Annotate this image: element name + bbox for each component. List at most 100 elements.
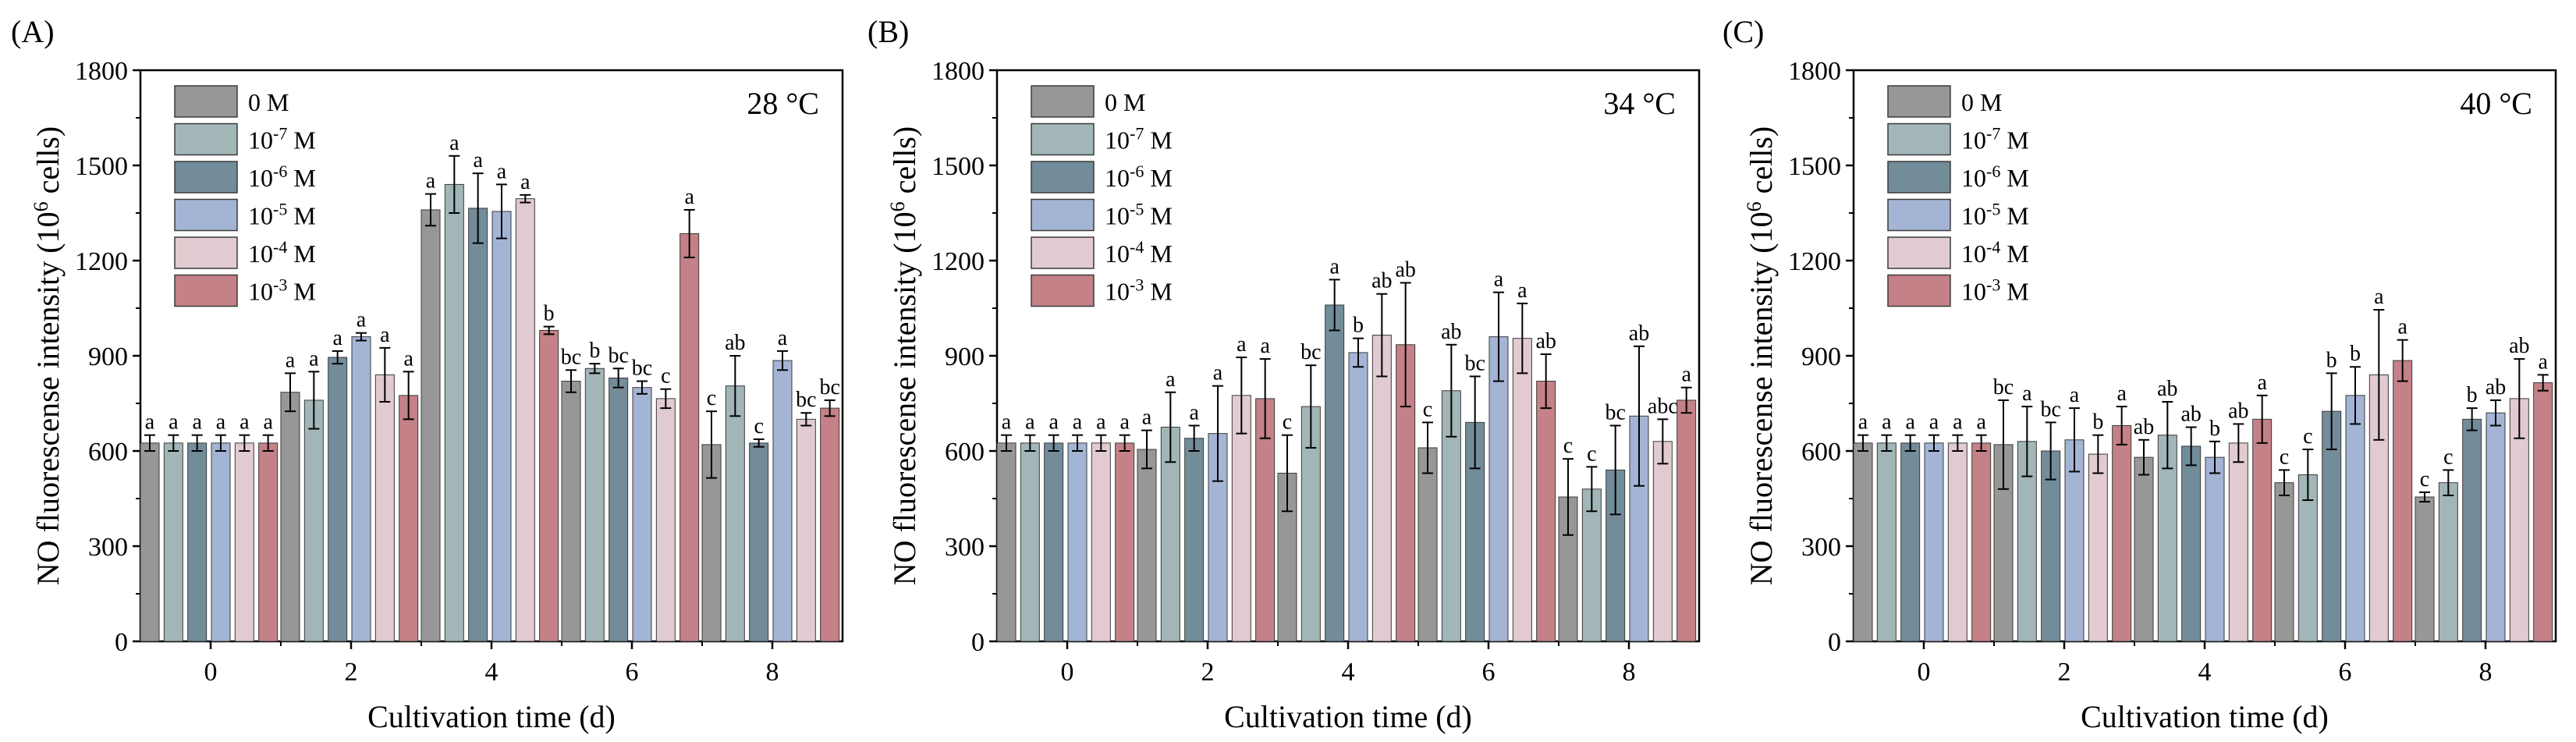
significance-letter: a xyxy=(2257,371,2267,395)
legend-label: 10-6 M xyxy=(1105,162,1173,192)
bar xyxy=(211,442,231,642)
bar xyxy=(1924,442,1944,642)
significance-letter: c xyxy=(1283,410,1292,435)
bar xyxy=(1255,398,1276,642)
bar xyxy=(561,381,581,642)
significance-letter: a xyxy=(403,346,413,371)
significance-letter: a xyxy=(449,131,459,155)
significance-letter: ab xyxy=(1629,321,1649,346)
bar xyxy=(2157,435,2177,642)
temperature-annotation: 40 °C xyxy=(2460,86,2532,121)
significance-letter: bc xyxy=(1605,400,1625,424)
significance-letter: a xyxy=(1142,406,1152,430)
y-tick-label: 0 xyxy=(971,628,985,657)
legend-swatch xyxy=(174,198,238,232)
bar xyxy=(399,395,419,642)
x-axis-label: Cultivation time (d) xyxy=(1224,699,1472,734)
legend-swatch xyxy=(1887,161,1951,193)
significance-letter: a xyxy=(1329,254,1339,279)
panel-label: (B) xyxy=(868,14,909,49)
significance-letter: a xyxy=(286,348,296,372)
x-tick-label: 0 xyxy=(1061,658,1074,687)
x-tick-label: 2 xyxy=(345,658,358,687)
significance-letter: bc xyxy=(2040,397,2060,421)
y-tick-label: 1800 xyxy=(931,57,985,86)
significance-letter: a xyxy=(1189,400,1199,424)
bar xyxy=(2297,474,2318,642)
x-tick-label: 0 xyxy=(1918,658,1931,687)
legend-label: 10-5 M xyxy=(1105,200,1173,230)
bar xyxy=(772,360,793,642)
y-tick-label: 1200 xyxy=(1788,247,1841,276)
bar xyxy=(1581,488,1602,642)
significance-letter: b xyxy=(1353,314,1364,338)
bar xyxy=(1947,442,1967,642)
significance-letter: b xyxy=(2209,417,2220,441)
temperature-annotation: 28 °C xyxy=(747,86,819,121)
bar xyxy=(1137,449,1157,642)
bar xyxy=(749,442,769,642)
legend-swatch xyxy=(1887,122,1951,156)
bar xyxy=(2228,442,2248,642)
significance-letter: a xyxy=(263,410,273,435)
significance-letter: ab xyxy=(1535,329,1556,353)
y-tick-label: 1200 xyxy=(75,247,128,276)
significance-letter: a xyxy=(1119,410,1130,435)
legend-swatch xyxy=(1031,122,1095,156)
x-tick-label: 6 xyxy=(1482,658,1496,687)
significance-letter: c xyxy=(707,386,716,410)
significance-letter: b xyxy=(2350,342,2361,366)
bar xyxy=(258,442,279,642)
significance-letter: b xyxy=(2326,348,2337,372)
y-tick-label: 300 xyxy=(945,533,985,562)
significance-letter: a xyxy=(1048,410,1059,435)
significance-letter: bc xyxy=(796,388,816,412)
chart-panel-b: (B) 0 300 600 900 1200 1500 1800 0 2 4 6 8 Cultivatio… xyxy=(868,14,1701,734)
significance-letter: ab xyxy=(2157,377,2177,401)
panel-label: (C) xyxy=(1723,14,1764,49)
bar xyxy=(328,357,348,642)
significance-letter: a xyxy=(1073,410,1083,435)
significance-letter: c xyxy=(2303,424,2312,449)
y-tick-label: 1500 xyxy=(1788,152,1841,181)
significance-letter: bc xyxy=(819,375,839,399)
bar xyxy=(1348,352,1368,642)
significance-letter: a xyxy=(2070,383,2080,407)
bar xyxy=(2112,424,2132,642)
legend-swatch xyxy=(1031,161,1095,193)
bar xyxy=(539,329,559,642)
significance-letter: b xyxy=(544,302,555,326)
legend-label: 10-7 M xyxy=(1961,124,2029,154)
bar xyxy=(1091,442,1111,642)
significance-letter: a xyxy=(473,148,483,172)
bar xyxy=(1900,442,1921,642)
significance-letter: a xyxy=(1929,410,1939,435)
significance-letter: c xyxy=(1423,397,1432,421)
y-tick-label: 900 xyxy=(945,343,985,371)
x-tick-label: 4 xyxy=(485,658,499,687)
significance-letter: a xyxy=(357,308,367,332)
x-tick-label: 8 xyxy=(1623,658,1636,687)
bar xyxy=(303,399,324,642)
significance-letter: abc xyxy=(1648,394,1678,418)
y-tick-label: 900 xyxy=(88,343,128,371)
significance-letter: a xyxy=(309,346,319,371)
legend-swatch xyxy=(1031,236,1095,269)
x-tick-label: 8 xyxy=(2479,658,2493,687)
bar xyxy=(2205,456,2225,642)
bar xyxy=(2462,418,2482,642)
bar xyxy=(632,387,652,642)
significance-letter: bc xyxy=(1993,375,2014,399)
y-axis-label: NO fluorescense intensity (106 cells) xyxy=(1743,126,1779,585)
significance-letter: c xyxy=(1587,442,1596,466)
bar xyxy=(996,442,1017,642)
y-tick-label: 600 xyxy=(945,438,985,467)
temperature-annotation: 34 °C xyxy=(1603,86,1676,121)
significance-letter: c xyxy=(2280,445,2289,469)
legend-label: 10-3 M xyxy=(1961,275,2029,306)
x-tick-label: 2 xyxy=(2058,658,2071,687)
legend-swatch xyxy=(174,274,238,307)
significance-letter: c xyxy=(661,364,670,389)
significance-letter: a xyxy=(1237,332,1247,357)
